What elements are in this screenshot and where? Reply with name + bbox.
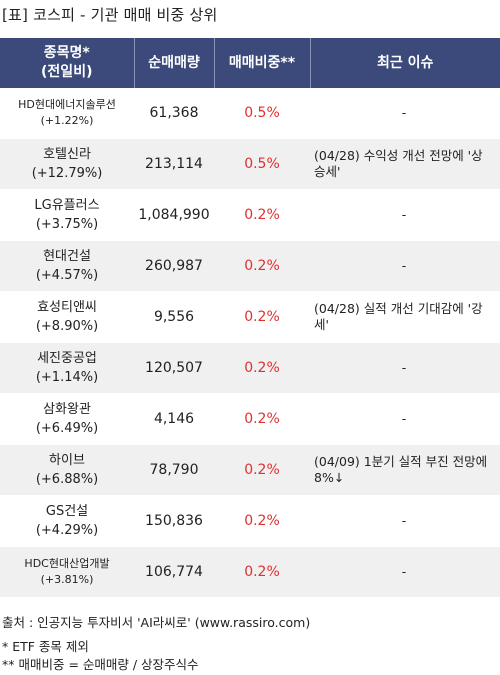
stock-name: GS건설 — [45, 504, 89, 519]
header-volume: 순매매량 — [134, 38, 215, 88]
trading-ratio-table: 종목명* (전일비) 순매매량 매매비중** 최근 이슈 HD현대에너지솔루션 (… — [0, 38, 500, 598]
net-volume: 150,836 — [134, 495, 214, 547]
header-row: 종목명* (전일비) 순매매량 매매비중** 최근 이슈 — [0, 38, 500, 88]
stock-change: (+8.90%) — [35, 319, 99, 334]
stock-change: (+1.14%) — [35, 370, 99, 385]
trade-ratio: 0.5% — [214, 88, 310, 139]
stock-name-cell: HDC현대산업개발 (+3.81%) — [0, 546, 134, 598]
trade-ratio: 0.2% — [214, 240, 310, 292]
stock-name-cell: 현대건설 (+4.57%) — [0, 240, 134, 292]
stock-name: HD현대에너지솔루션 — [18, 98, 116, 111]
recent-issue: - — [310, 240, 500, 292]
table-row: HD현대에너지솔루션 (+1.22%) 61,368 0.5% - — [0, 88, 500, 139]
net-volume: 213,114 — [134, 138, 214, 190]
table-row: LG유플러스 (+3.75%) 1,084,990 0.2% - — [0, 189, 500, 241]
table-row: 세진중공업 (+1.14%) 120,507 0.2% - — [0, 342, 500, 394]
table-row: 효성티앤씨 (+8.90%) 9,556 0.2% (04/28) 실적 개선 기대감에… — [0, 291, 500, 343]
trade-ratio: 0.2% — [214, 393, 310, 445]
recent-issue: (04/09) 1분기 실적 부진 전망에 8%↓ — [310, 444, 500, 496]
stock-change: (+12.79%) — [31, 166, 103, 181]
recent-issue: (04/28) 실적 개선 기대감에 '강세' — [310, 291, 500, 343]
stock-change: (+3.75%) — [35, 217, 99, 232]
stock-change: (+1.22%) — [40, 114, 94, 127]
header-name-line2: (전일비) — [41, 64, 93, 80]
trade-ratio: 0.2% — [214, 444, 310, 496]
table-row: HDC현대산업개발 (+3.81%) 106,774 0.2% - — [0, 546, 500, 598]
footnote-etf: * ETF 종목 제외 — [2, 639, 89, 654]
stock-name: 삼화왕관 — [43, 402, 91, 417]
stock-name-cell: 호텔신라 (+12.79%) — [0, 138, 134, 190]
stock-name-cell: 세진중공업 (+1.14%) — [0, 342, 134, 394]
stock-name-cell: 삼화왕관 (+6.49%) — [0, 393, 134, 445]
stock-name: HDC현대산업개발 — [24, 557, 110, 570]
trade-ratio: 0.2% — [214, 495, 310, 547]
net-volume: 78,790 — [134, 444, 214, 496]
recent-issue: - — [310, 393, 500, 445]
trade-ratio: 0.2% — [214, 291, 310, 343]
recent-issue: (04/28) 수익성 개선 전망에 '상승세' — [310, 138, 500, 190]
stock-name: 세진중공업 — [37, 351, 97, 366]
net-volume: 260,987 — [134, 240, 214, 292]
table-row: 하이브 (+6.88%) 78,790 0.2% (04/09) 1분기 실적 부진 전… — [0, 444, 500, 496]
table-row: 호텔신라 (+12.79%) 213,114 0.5% (04/28) 수익성 개선 전… — [0, 138, 500, 190]
stock-change: (+6.49%) — [35, 421, 99, 436]
header-issue: 최근 이슈 — [310, 38, 500, 88]
table-row: 현대건설 (+4.57%) 260,987 0.2% - — [0, 240, 500, 292]
recent-issue: - — [310, 546, 500, 598]
stock-name-cell: GS건설 (+4.29%) — [0, 495, 134, 547]
net-volume: 9,556 — [134, 291, 214, 343]
recent-issue: - — [310, 342, 500, 394]
stock-change: (+4.29%) — [35, 523, 99, 538]
footnote-ratio: ** 매매비중 = 순매매량 / 상장주식수 — [2, 657, 199, 672]
recent-issue: - — [310, 495, 500, 547]
stock-name: LG유플러스 — [34, 198, 100, 213]
header-name-line1: 종목명* — [43, 45, 90, 61]
trade-ratio: 0.2% — [214, 189, 310, 241]
stock-name-cell: LG유플러스 (+3.75%) — [0, 189, 134, 241]
trade-ratio: 0.2% — [214, 546, 310, 598]
stock-name-cell: 하이브 (+6.88%) — [0, 444, 134, 496]
stock-name-cell: 효성티앤씨 (+8.90%) — [0, 291, 134, 343]
stock-change: (+6.88%) — [35, 472, 99, 487]
net-volume: 61,368 — [134, 88, 214, 139]
table-title: [표] 코스피 - 기관 매매 비중 상위 — [2, 6, 218, 24]
stock-change: (+4.57%) — [35, 268, 99, 283]
stock-name-cell: HD현대에너지솔루션 (+1.22%) — [0, 88, 134, 139]
net-volume: 4,146 — [134, 393, 214, 445]
net-volume: 120,507 — [134, 342, 214, 394]
stock-name: 효성티앤씨 — [37, 300, 97, 315]
stock-name: 현대건설 — [43, 249, 91, 264]
net-volume: 106,774 — [134, 546, 214, 598]
trade-ratio: 0.5% — [214, 138, 310, 190]
source-note: 출처 : 인공지능 투자비서 'AI라씨로' (www.rassiro.com) — [2, 615, 311, 630]
table-row: 삼화왕관 (+6.49%) 4,146 0.2% - — [0, 393, 500, 445]
stock-change: (+3.81%) — [40, 573, 94, 586]
table-row: GS건설 (+4.29%) 150,836 0.2% - — [0, 495, 500, 547]
trade-ratio: 0.2% — [214, 342, 310, 394]
recent-issue: - — [310, 189, 500, 241]
recent-issue: - — [310, 88, 500, 139]
header-ratio: 매매비중** — [214, 38, 311, 88]
net-volume: 1,084,990 — [134, 189, 214, 241]
stock-name: 하이브 — [49, 453, 85, 468]
header-name: 종목명* (전일비) — [0, 38, 135, 88]
stock-name: 호텔신라 — [43, 147, 91, 162]
